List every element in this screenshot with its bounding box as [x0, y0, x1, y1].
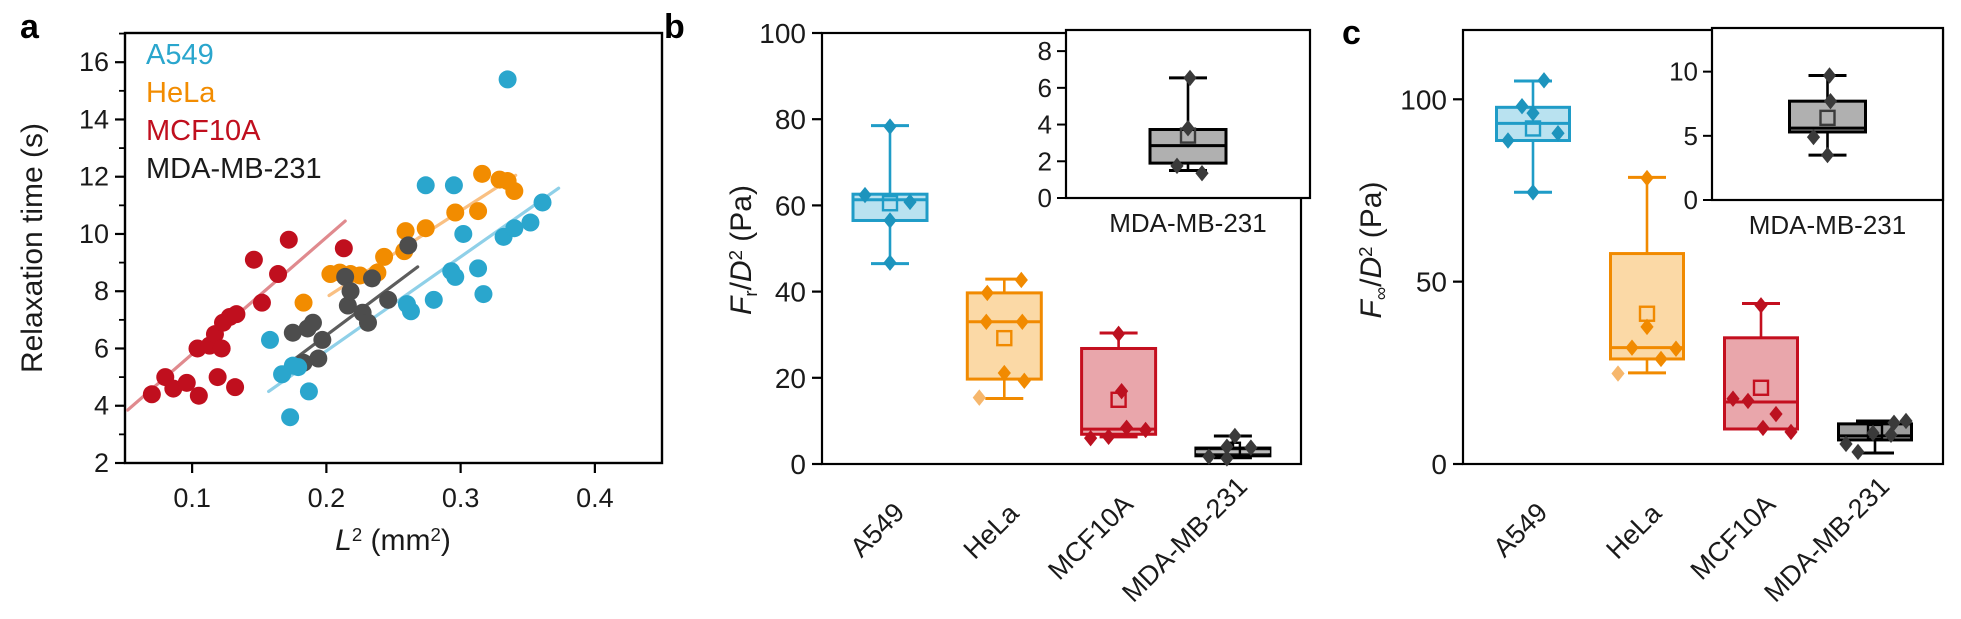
panel-a-plot: 0.1 0.2 0.3 0.4 2 4 6 8 10 12 14 16 — [79, 31, 664, 513]
svg-text:60: 60 — [775, 190, 806, 221]
category-label-a549: A549 — [1487, 497, 1553, 563]
svg-text:10: 10 — [79, 219, 109, 249]
legend-item-mcf10a: MCF10A — [146, 115, 261, 147]
svg-text:2: 2 — [94, 448, 109, 478]
panel-a-label: a — [20, 8, 39, 46]
inset-label-c: MDA-MB-231 — [1749, 210, 1906, 240]
svg-text:80: 80 — [775, 104, 806, 135]
panel-c-y-axis-title: F∞/D2 (Pa) — [1354, 181, 1391, 319]
svg-text:4: 4 — [1038, 110, 1052, 140]
svg-text:0: 0 — [1684, 185, 1698, 215]
svg-text:40: 40 — [775, 277, 806, 308]
legend-item-a549: A549 — [146, 39, 214, 71]
svg-text:0.2: 0.2 — [308, 483, 346, 513]
panel-b-y-axis-title: Fr/D2 (Pa) — [724, 185, 761, 315]
panel-a-x-axis-title: L2 (mm2) — [335, 523, 451, 557]
svg-text:50: 50 — [1416, 267, 1447, 298]
panel-c-label: c — [1342, 14, 1361, 52]
svg-text:0.4: 0.4 — [576, 483, 614, 513]
legend-item-hela: HeLa — [146, 77, 216, 109]
svg-text:100: 100 — [759, 18, 806, 49]
svg-text:8: 8 — [1038, 36, 1052, 66]
series-mcf10a — [142, 230, 353, 405]
panel-b-inset: 0 2 4 6 8 MDA-MB-231 — [1038, 28, 1312, 238]
svg-text:8: 8 — [94, 276, 109, 306]
category-label-mda-mb-231: MDA-MB-231 — [1116, 471, 1253, 608]
svg-text:5: 5 — [1684, 121, 1698, 151]
legend-item-mda-mb-231: MDA-MB-231 — [146, 153, 322, 185]
svg-text:12: 12 — [79, 162, 109, 192]
inset-label-b: MDA-MB-231 — [1109, 208, 1266, 238]
svg-text:14: 14 — [79, 104, 109, 134]
svg-text:6: 6 — [94, 333, 109, 363]
svg-text:0.1: 0.1 — [173, 483, 211, 513]
svg-text:2: 2 — [1038, 146, 1052, 176]
category-label-mcf10a: MCF10A — [1042, 489, 1139, 586]
svg-text:0.3: 0.3 — [442, 483, 480, 513]
panel-c-inset: 0 5 10 MDA-MB-231 — [1669, 26, 1945, 240]
svg-text:20: 20 — [775, 363, 806, 394]
svg-text:6: 6 — [1038, 73, 1052, 103]
series-mda-mb-231 — [283, 236, 418, 372]
svg-text:4: 4 — [94, 391, 109, 421]
panel-a-y-axis-title: Relaxation time (s) — [16, 122, 49, 374]
panel-b-label: b — [664, 8, 685, 46]
svg-text:0: 0 — [1038, 183, 1052, 213]
svg-text:10: 10 — [1669, 57, 1698, 87]
legend: A549 HeLa MCF10A MDA-MB-231 — [146, 36, 322, 188]
series-a549 — [260, 70, 552, 427]
svg-text:16: 16 — [79, 47, 109, 77]
box-mcf10a — [1723, 336, 1799, 431]
category-label-hela: HeLa — [958, 497, 1026, 565]
category-label-hela: HeLa — [1600, 497, 1668, 565]
svg-text:0: 0 — [1431, 449, 1447, 480]
category-label-mda-mb-231: MDA-MB-231 — [1758, 471, 1895, 608]
svg-text:100: 100 — [1400, 84, 1447, 115]
category-label-a549: A549 — [844, 497, 910, 563]
category-label-mcf10a: MCF10A — [1685, 489, 1782, 586]
svg-text:0: 0 — [790, 449, 806, 480]
